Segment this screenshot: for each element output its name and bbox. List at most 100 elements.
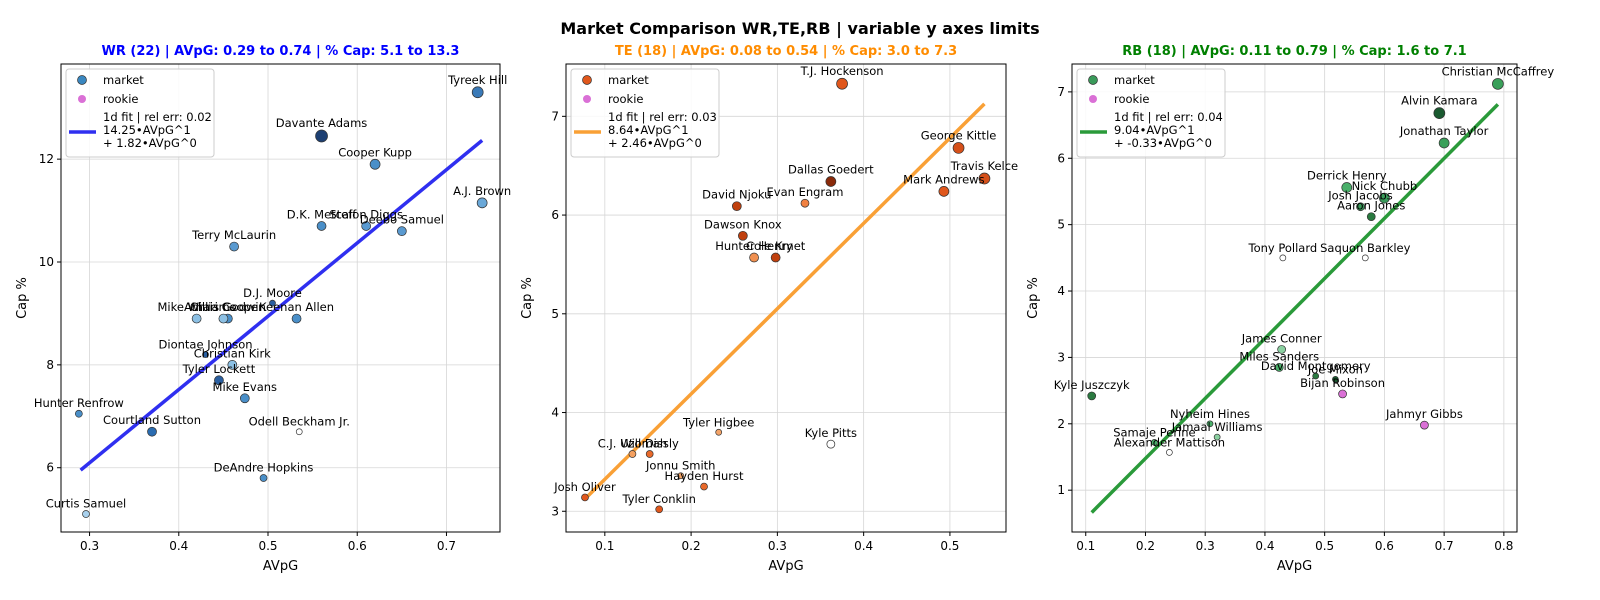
point-label: Josh Oliver: [553, 480, 616, 494]
data-point: [749, 252, 759, 263]
legend-market-marker: [77, 75, 87, 85]
data-point: [1338, 389, 1347, 399]
data-point: [1279, 254, 1287, 262]
axes-frame: [1071, 63, 1518, 533]
data-point: [218, 313, 229, 324]
data-point: [655, 505, 664, 514]
data-point: [1379, 192, 1390, 204]
data-point: [1332, 375, 1339, 383]
fit-line: [79, 139, 484, 472]
point-label: Hayden Hurst: [665, 469, 744, 483]
data-point: [1206, 420, 1214, 428]
x-tick-label: 0.7: [437, 539, 456, 553]
data-point: [74, 409, 83, 418]
y-tick-label: 10: [39, 255, 54, 269]
data-point: [825, 176, 837, 187]
x-tick-label: 0.4: [854, 539, 873, 553]
point-label: Tyler Higbee: [682, 415, 754, 429]
y-tick-label: 6: [551, 208, 559, 222]
data-point: [770, 252, 781, 263]
y-tick-label: 4: [551, 406, 559, 420]
data-point: [214, 375, 224, 386]
data-point: [1433, 107, 1446, 119]
legend-rookie-marker: [1089, 95, 1097, 103]
point-label: David Montgomery: [1261, 359, 1371, 373]
data-point: [396, 226, 407, 236]
legend-fit-label: 1d fit | rel err: 0.02: [103, 110, 212, 124]
point-label: Nick Chubb: [1352, 179, 1418, 193]
legend-fit-label: + 2.46•AVpG^0: [608, 136, 702, 150]
point-label: Cole Kmet: [746, 239, 806, 253]
data-point: [581, 493, 589, 502]
point-label: D.J. Moore: [243, 286, 302, 300]
data-point: [315, 129, 328, 143]
point-label: Tyler Lockett: [182, 362, 256, 376]
point-label: Deebo Samuel: [360, 213, 444, 227]
point-label: Alexander Mattison: [1114, 435, 1225, 449]
data-point: [269, 299, 276, 307]
x-tick-label: 0.5: [258, 539, 277, 553]
point-label: DeAndre Hopkins: [214, 461, 314, 475]
panel-title: TE (18) | AVpG: 0.08 to 0.54 | % Cap: 3.…: [615, 44, 957, 59]
point-label: Mike Williams: [158, 300, 236, 314]
point-label: Miles Sanders: [1239, 349, 1319, 363]
point-label: Alvin Kamara: [1401, 94, 1477, 108]
data-point: [1366, 212, 1376, 222]
data-point: [229, 241, 239, 252]
x-tick-label: 0.1: [595, 539, 614, 553]
point-label: Will Dissly: [620, 437, 679, 451]
point-label: Odell Beckham Jr.: [249, 415, 350, 429]
legend-box: [570, 68, 720, 158]
point-label: Jonathan Taylor: [1399, 124, 1489, 138]
data-point: [316, 221, 327, 231]
point-label: Kyle Pitts: [805, 426, 857, 440]
point-label: D.K. Metcalf: [287, 208, 357, 222]
data-point: [1151, 439, 1158, 446]
data-point: [1312, 372, 1320, 380]
y-tick-label: 6: [1057, 151, 1065, 165]
point-label: Keenan Allen: [259, 300, 334, 314]
x-tick-label: 0.5: [940, 539, 959, 553]
point-label: Josh Jacobs: [1327, 189, 1392, 203]
x-tick-label: 0.3: [80, 539, 99, 553]
x-tick-label: 0.2: [682, 539, 701, 553]
legend-fit-label: 1d fit | rel err: 0.03: [608, 110, 717, 124]
y-tick-label: 6: [46, 461, 54, 475]
data-point: [836, 77, 848, 90]
point-label: T.J. Hockenson: [800, 64, 884, 78]
point-label: Cooper Kupp: [338, 145, 412, 159]
data-point: [1356, 202, 1365, 212]
legend-fit-label: + 1.82•AVpG^0: [103, 136, 197, 150]
point-label: Tyreek Hill: [447, 73, 507, 87]
point-label: Diontae Johnson: [159, 338, 253, 352]
data-point: [239, 393, 250, 404]
point-label: Mike Evans: [213, 380, 278, 394]
panel-0: Tyreek Hill Davante Adams Cooper Kupp A.J. …: [15, 44, 511, 574]
legend-box: [65, 68, 215, 158]
y-tick-label: 1: [1057, 483, 1065, 497]
data-point: [645, 450, 654, 458]
legend-fit-label: 8.64•AVpG^1: [608, 123, 689, 137]
data-point: [628, 450, 637, 458]
legend-fit-label: 14.25•AVpG^1: [103, 123, 191, 137]
point-label: Joe Mixon: [1307, 362, 1363, 376]
x-tick-label: 0.3: [1196, 539, 1215, 553]
y-tick-label: 4: [1057, 284, 1065, 298]
data-point: [1274, 363, 1284, 372]
x-tick-label: 0.4: [1255, 539, 1274, 553]
point-label: Mark Andrews: [903, 172, 984, 186]
data-point: [1438, 137, 1450, 149]
fit-line: [586, 102, 986, 498]
data-point: [82, 510, 90, 518]
data-point: [1420, 420, 1429, 430]
data-point: [147, 426, 157, 437]
x-tick-label: 0.6: [1375, 539, 1394, 553]
panel-1: T.J. Hockenson George Kittle Travis Kelce D…: [520, 44, 1018, 574]
point-label: Davante Adams: [276, 116, 368, 130]
y-tick-label: 5: [1057, 218, 1065, 232]
legend: market rookie 1d fit | rel err: 0.049.04•A…: [1076, 68, 1226, 158]
point-label: George Kittle: [921, 128, 997, 142]
panel-title: RB (18) | AVpG: 0.11 to 0.79 | % Cap: 1.…: [1122, 44, 1466, 59]
point-label: Evan Engram: [767, 185, 844, 199]
point-label: Jamaal Williams: [1171, 420, 1263, 434]
